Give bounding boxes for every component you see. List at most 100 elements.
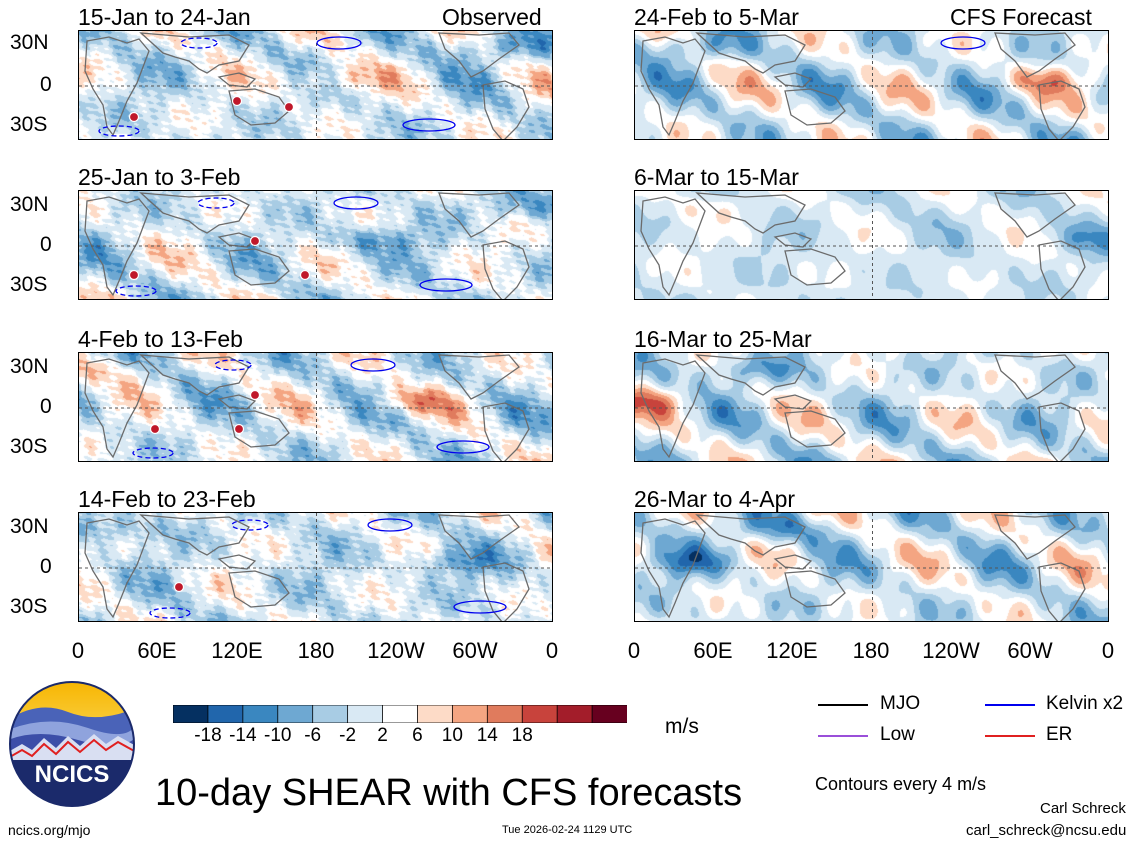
coastline bbox=[84, 518, 150, 619]
coastline bbox=[1038, 80, 1086, 139]
kelvin-contour bbox=[149, 607, 191, 619]
mjo-legend-label: MJO bbox=[880, 693, 921, 714]
colorbar-swatch bbox=[207, 704, 244, 724]
coastline bbox=[482, 240, 530, 299]
colorbar-tick-label: -14 bbox=[229, 725, 257, 746]
lon-label: 60E bbox=[693, 638, 733, 663]
coastline bbox=[139, 32, 250, 74]
colorbar-swatch bbox=[277, 704, 314, 724]
coastline bbox=[217, 232, 257, 248]
tropical-cyclone-marker bbox=[299, 269, 311, 281]
tropical-cyclone-marker bbox=[249, 389, 261, 401]
coastline bbox=[438, 32, 520, 78]
kelvin-contour bbox=[453, 600, 507, 614]
coastline bbox=[784, 570, 846, 608]
lon-label: 0 bbox=[1101, 638, 1115, 663]
coastline bbox=[482, 80, 530, 139]
contour-note: Contours every 4 m/s bbox=[815, 774, 987, 794]
lat-label: 0 bbox=[40, 555, 52, 578]
logo-text: NCICS bbox=[35, 761, 110, 788]
colorbar-swatch bbox=[312, 704, 349, 724]
coastline bbox=[228, 88, 290, 126]
tropical-cyclone-marker bbox=[173, 581, 185, 593]
colorbar-swatch bbox=[591, 704, 628, 724]
tropical-cyclone-marker bbox=[128, 269, 140, 281]
shear-map-panel bbox=[634, 190, 1109, 300]
lon-label: 60W bbox=[1007, 638, 1053, 663]
units-label: m/s bbox=[665, 715, 699, 738]
lon-label: 60E bbox=[137, 638, 177, 663]
lat-label: 0 bbox=[40, 395, 52, 418]
coastline bbox=[784, 248, 846, 286]
er-legend-line bbox=[985, 735, 1035, 737]
timestamp: Tue 2026-02-24 1129 UTC bbox=[502, 824, 633, 836]
lat-label: 0 bbox=[40, 233, 52, 256]
coastline bbox=[228, 570, 290, 608]
colorbar-swatch bbox=[417, 704, 454, 724]
kelvin-legend-line bbox=[985, 704, 1035, 706]
panel-title: 16-Mar to 25-Mar bbox=[634, 326, 812, 352]
panel-title: 14-Feb to 23-Feb bbox=[78, 486, 256, 512]
panel-title: 24-Feb to 5-Mar bbox=[634, 4, 799, 30]
site-link[interactable]: ncics.org/mjo bbox=[8, 822, 91, 838]
lon-label: 60W bbox=[452, 638, 498, 663]
coastline bbox=[1038, 240, 1086, 299]
lat-label: 30N bbox=[10, 355, 49, 378]
panel-title: 26-Mar to 4-Apr bbox=[634, 486, 796, 512]
kelvin-contour bbox=[132, 447, 174, 459]
colorbar-tick-label: 10 bbox=[441, 725, 463, 746]
tropical-cyclone-marker bbox=[149, 423, 161, 435]
coastline bbox=[773, 554, 813, 570]
coastline bbox=[773, 232, 813, 248]
colorbar-tick-label: -2 bbox=[339, 725, 357, 746]
shear-map-panel bbox=[634, 352, 1109, 462]
panel-title: 25-Jan to 3-Feb bbox=[78, 164, 241, 190]
colorbar-tick-label: -6 bbox=[304, 725, 322, 746]
lon-label: 180 bbox=[852, 638, 890, 663]
email[interactable]: carl_schreck@ncsu.edu bbox=[966, 822, 1127, 839]
tropical-cyclone-marker bbox=[233, 423, 245, 435]
lat-label: 30S bbox=[10, 435, 48, 458]
observed-label: Observed bbox=[442, 4, 542, 30]
coastline bbox=[139, 192, 250, 234]
kelvin-contour bbox=[940, 36, 986, 50]
coastline bbox=[994, 354, 1076, 400]
kelvin-contour bbox=[115, 285, 157, 297]
colorbar-tick-label: 14 bbox=[476, 725, 498, 746]
kelvin-contour bbox=[350, 358, 396, 372]
tropical-cyclone-marker bbox=[231, 95, 243, 107]
kelvin-contour bbox=[214, 359, 252, 371]
colorbar-tick-label: 2 bbox=[377, 725, 388, 746]
lon-label: 120E bbox=[211, 638, 263, 663]
lat-label: 30S bbox=[10, 595, 48, 618]
colorbar-swatch bbox=[172, 704, 209, 724]
colorbar-swatch bbox=[451, 704, 489, 724]
shear-map-panel bbox=[78, 190, 553, 300]
lon-label: 0 bbox=[627, 638, 641, 663]
coastline bbox=[695, 354, 806, 396]
coastline bbox=[773, 72, 813, 88]
lon-label: 120W bbox=[367, 638, 425, 663]
panel-title: 4-Feb to 13-Feb bbox=[78, 326, 243, 352]
kelvin-contour bbox=[402, 118, 456, 132]
kelvin-contour bbox=[367, 518, 413, 532]
kelvin-contour bbox=[419, 278, 473, 292]
coastline bbox=[773, 394, 813, 410]
coastline bbox=[228, 410, 290, 448]
coastline bbox=[84, 196, 150, 297]
coastline bbox=[994, 192, 1076, 238]
low-legend-line bbox=[818, 735, 868, 737]
coastline bbox=[438, 192, 520, 238]
coastline bbox=[482, 562, 530, 621]
colorbar-swatch bbox=[242, 704, 279, 724]
low-legend-label: Low bbox=[880, 724, 915, 745]
lon-label: 120W bbox=[922, 638, 980, 663]
lon-label: 0 bbox=[545, 638, 559, 663]
colorbar-swatch bbox=[347, 704, 384, 724]
mjo-legend-line bbox=[818, 704, 868, 706]
lat-label: 30N bbox=[10, 515, 49, 538]
colorbar-tick-label: -10 bbox=[264, 725, 292, 746]
lat-label: 30S bbox=[10, 113, 48, 136]
colorbar bbox=[172, 704, 628, 724]
kelvin-contour bbox=[333, 196, 379, 210]
